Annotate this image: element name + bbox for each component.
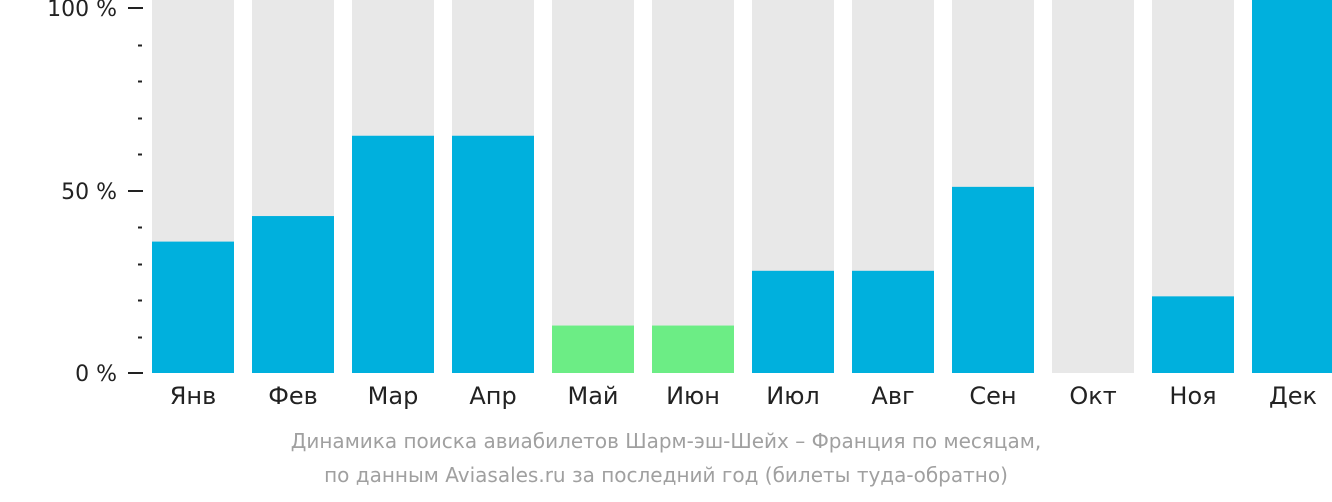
- y-tick-label-2: 50 %: [61, 180, 117, 205]
- bar-2: [252, 216, 334, 373]
- x-tick-label-4: Апр: [469, 382, 516, 410]
- bar-track-10: [1052, 0, 1134, 373]
- caption-line-1: Динамика поиска авиабилетов Шарм-эш-Шейх…: [290, 429, 1042, 453]
- x-tick-label-10: Окт: [1069, 382, 1116, 410]
- bar-1: [152, 241, 234, 373]
- bar-3: [352, 135, 434, 373]
- x-tick-label-12: Дек: [1269, 382, 1317, 410]
- x-tick-label-2: Фев: [268, 382, 318, 410]
- caption-line-2: по данным Aviasales.ru за последний год …: [324, 463, 1008, 487]
- bar-8: [852, 270, 934, 373]
- bar-track-5: [552, 0, 634, 373]
- chart-caption: Динамика поиска авиабилетов Шарм-эш-Шейх…: [0, 424, 1332, 492]
- x-tick-label-11: Ноя: [1169, 382, 1216, 410]
- x-tick-label-3: Мар: [368, 382, 419, 410]
- bar-chart: Янв Фев Мар Апр Май Июн Июл Авг Сен Окт Ноя Дек 0 % 5…: [47, 0, 1332, 410]
- bar-4: [452, 135, 534, 373]
- x-tick-label-7: Июл: [766, 382, 820, 410]
- x-tick-label-5: Май: [567, 382, 618, 410]
- x-tick-label-9: Сен: [969, 382, 1016, 410]
- bar-12: [1252, 0, 1332, 373]
- y-tick-label-1: 0 %: [75, 362, 117, 387]
- bar-11: [1152, 296, 1234, 373]
- x-tick-label-8: Авг: [871, 382, 914, 410]
- bar-9: [952, 186, 1034, 373]
- x-tick-label-1: Янв: [170, 382, 217, 410]
- bar-5: [552, 325, 634, 373]
- bar-6: [652, 325, 734, 373]
- y-tick-label-3: 100 %: [47, 0, 117, 22]
- bar-7: [752, 270, 834, 373]
- x-tick-label-6: Июн: [666, 382, 720, 410]
- bar-track-6: [652, 0, 734, 373]
